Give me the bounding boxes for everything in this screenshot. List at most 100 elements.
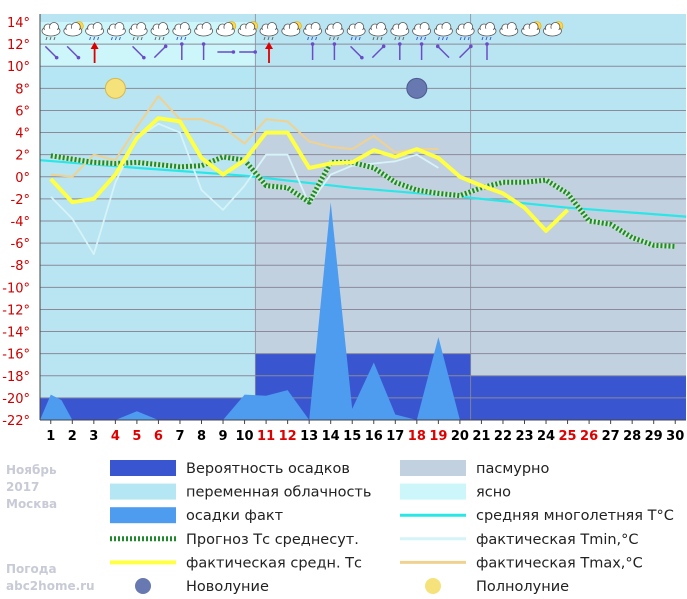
series-lines xyxy=(39,95,687,256)
y-tick-label: -14° xyxy=(2,326,30,341)
precip-mark xyxy=(376,36,379,41)
x-day-label: 19 xyxy=(429,429,447,444)
x-day-label: 21 xyxy=(472,429,490,444)
precip-mark xyxy=(307,36,310,41)
precip-mark xyxy=(162,36,165,41)
y-tick-label: 2° xyxy=(15,149,30,164)
cloud-rain-icon xyxy=(433,22,453,41)
precip-mark xyxy=(271,36,274,41)
wind-arrow-head-icon xyxy=(398,42,402,46)
precip-mark xyxy=(49,36,52,41)
city-label: Москва xyxy=(6,497,57,511)
storm-arrow-head-icon xyxy=(265,42,273,49)
legend-label: Новолуние xyxy=(186,579,269,595)
wind-arrow-icon xyxy=(371,45,385,59)
wind-arrow-icon xyxy=(350,45,363,59)
precip-mark xyxy=(437,36,440,41)
precip-mark xyxy=(332,36,335,41)
year-label: 2017 xyxy=(6,480,39,494)
x-day-label: 5 xyxy=(132,429,141,444)
precip-mark xyxy=(485,36,488,41)
precip-mark xyxy=(132,36,135,41)
wind-arrow-head-icon xyxy=(163,44,168,49)
cloud-fill xyxy=(282,28,299,36)
precip-mark xyxy=(380,36,383,41)
wind-arrow-head-icon xyxy=(485,42,489,46)
y-tick-label: -6° xyxy=(11,237,30,252)
wind-arrow-icon xyxy=(459,45,472,59)
precip-mark xyxy=(467,36,470,41)
y-tick-label: 0° xyxy=(15,171,30,186)
precip-mark xyxy=(372,36,375,41)
x-day-label: 29 xyxy=(645,429,663,444)
precip-mark xyxy=(45,36,48,41)
precip-mark xyxy=(336,36,339,41)
cloud-fill xyxy=(43,28,59,36)
cloud-rain-icon xyxy=(346,22,366,41)
cloud-icon xyxy=(194,22,214,37)
sky-band-variable xyxy=(40,66,256,89)
x-axis: 1 2 3 4 5 6 7 8 9 10 11 12 13 14 15 16 17 18 19 20 21 22 23 24 2… xyxy=(40,419,686,444)
precip-prob-bar xyxy=(40,397,256,420)
wind-arrow-head-icon xyxy=(469,44,473,49)
wind-arrow-icon xyxy=(44,45,58,59)
x-day-label: 23 xyxy=(515,429,533,444)
cloud-fill xyxy=(239,28,256,36)
precip-mark xyxy=(328,36,331,41)
y-tick-label: -10° xyxy=(2,281,30,296)
cloud-fill xyxy=(544,28,561,36)
x-day-label: 6 xyxy=(154,429,163,444)
precip-mark xyxy=(445,36,448,41)
legend-label: пасмурно xyxy=(476,461,550,477)
series-avg_fact xyxy=(49,116,569,233)
precip-mark xyxy=(350,36,353,41)
cloud-icon xyxy=(499,22,519,37)
x-day-label: 16 xyxy=(365,429,383,444)
y-tick-label: -8° xyxy=(11,259,30,274)
legend-swatch-overcast xyxy=(400,460,466,476)
cloud-rain-icon xyxy=(303,22,323,41)
precip-mark xyxy=(93,36,96,41)
y-tick-label: -4° xyxy=(11,215,30,230)
precip-mark xyxy=(140,36,143,41)
legend-swatch-clear xyxy=(400,483,466,500)
legend-label: Вероятность осадков xyxy=(186,461,350,477)
precip-mark xyxy=(110,36,113,41)
precip-mark xyxy=(441,36,444,41)
precip-mark xyxy=(394,36,397,41)
precip-mark xyxy=(154,36,157,41)
x-day-label: 4 xyxy=(111,429,120,444)
y-tick-label: -12° xyxy=(2,303,30,318)
x-day-label: 17 xyxy=(386,429,404,444)
precip-mark xyxy=(97,36,100,41)
cloud-fill xyxy=(500,28,517,36)
x-day-label: 10 xyxy=(236,429,254,444)
precip-mark xyxy=(176,36,179,41)
new-moon-icon xyxy=(406,77,428,99)
cloud-snow-icon xyxy=(128,22,148,41)
precip-mark xyxy=(180,36,183,41)
cloud-fill xyxy=(326,28,343,36)
legend-label: фактическая средн. Тс xyxy=(186,555,362,571)
precip-mark xyxy=(311,36,314,41)
cloud-fill xyxy=(108,28,125,36)
wind-arrow-head-icon xyxy=(76,55,81,60)
cloud-sun-icon xyxy=(237,21,258,37)
wind-arrow-head-icon xyxy=(419,42,424,46)
precip-mark xyxy=(463,36,466,41)
y-tick-label: 6° xyxy=(15,104,30,119)
precip-mark xyxy=(263,36,266,41)
precip-mark xyxy=(424,36,427,41)
cloud-rain-icon xyxy=(455,22,475,41)
cloud-rain-icon xyxy=(85,22,104,41)
x-day-label: 30 xyxy=(666,429,684,444)
y-tick-label: 14° xyxy=(7,16,30,31)
cloud-fill xyxy=(195,28,212,36)
x-day-label: 26 xyxy=(580,429,598,444)
moon-phases xyxy=(104,77,428,99)
precip-mark xyxy=(89,36,92,41)
site-label-weather: Погода xyxy=(6,562,57,576)
wind-arrow-head-icon xyxy=(332,42,337,46)
x-day-label: 24 xyxy=(537,429,555,444)
